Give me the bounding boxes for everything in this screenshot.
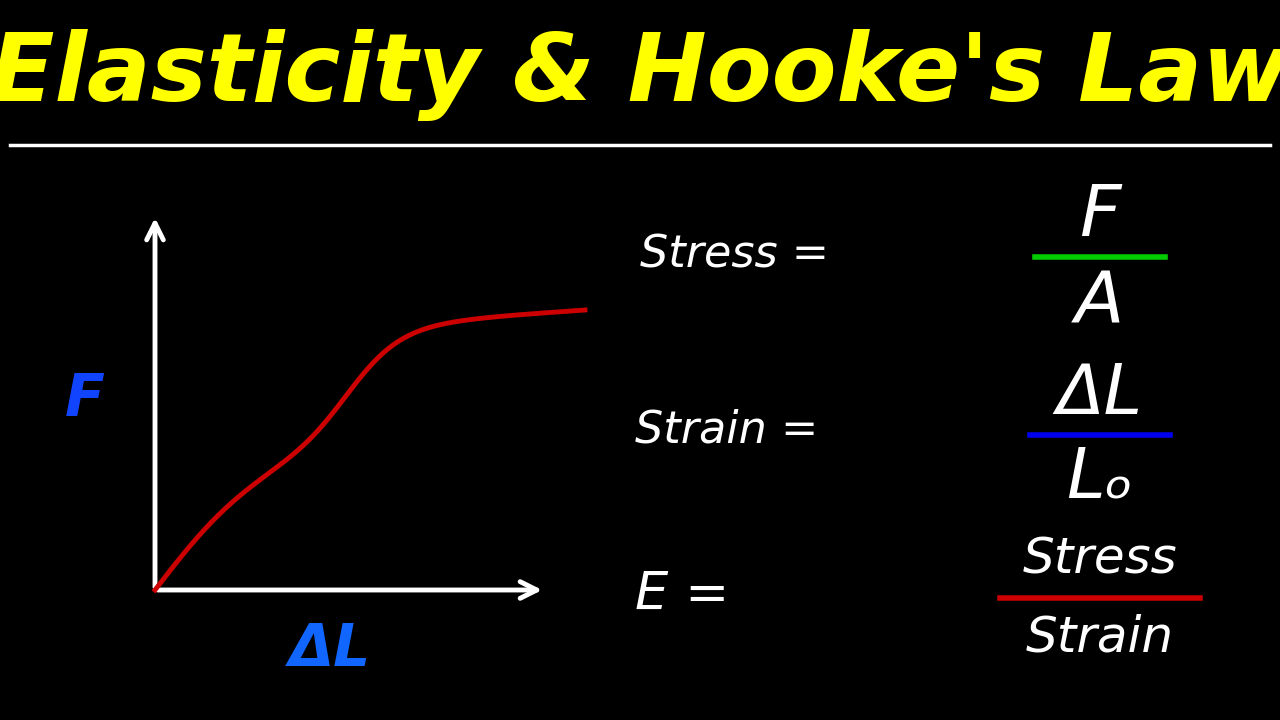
Text: F: F xyxy=(1079,182,1121,251)
Text: Strain =: Strain = xyxy=(635,408,818,451)
Text: F: F xyxy=(65,372,105,428)
Text: ΔL: ΔL xyxy=(1057,361,1143,428)
Text: A: A xyxy=(1075,269,1125,338)
Text: Stress =: Stress = xyxy=(640,233,829,276)
Text: ΔL: ΔL xyxy=(289,621,371,678)
Text: Strain: Strain xyxy=(1027,613,1174,661)
Text: Lₒ: Lₒ xyxy=(1066,444,1134,511)
Text: E =: E = xyxy=(635,569,730,621)
Text: Elasticity & Hooke's Law: Elasticity & Hooke's Law xyxy=(0,29,1280,121)
Text: Stress: Stress xyxy=(1023,536,1178,584)
